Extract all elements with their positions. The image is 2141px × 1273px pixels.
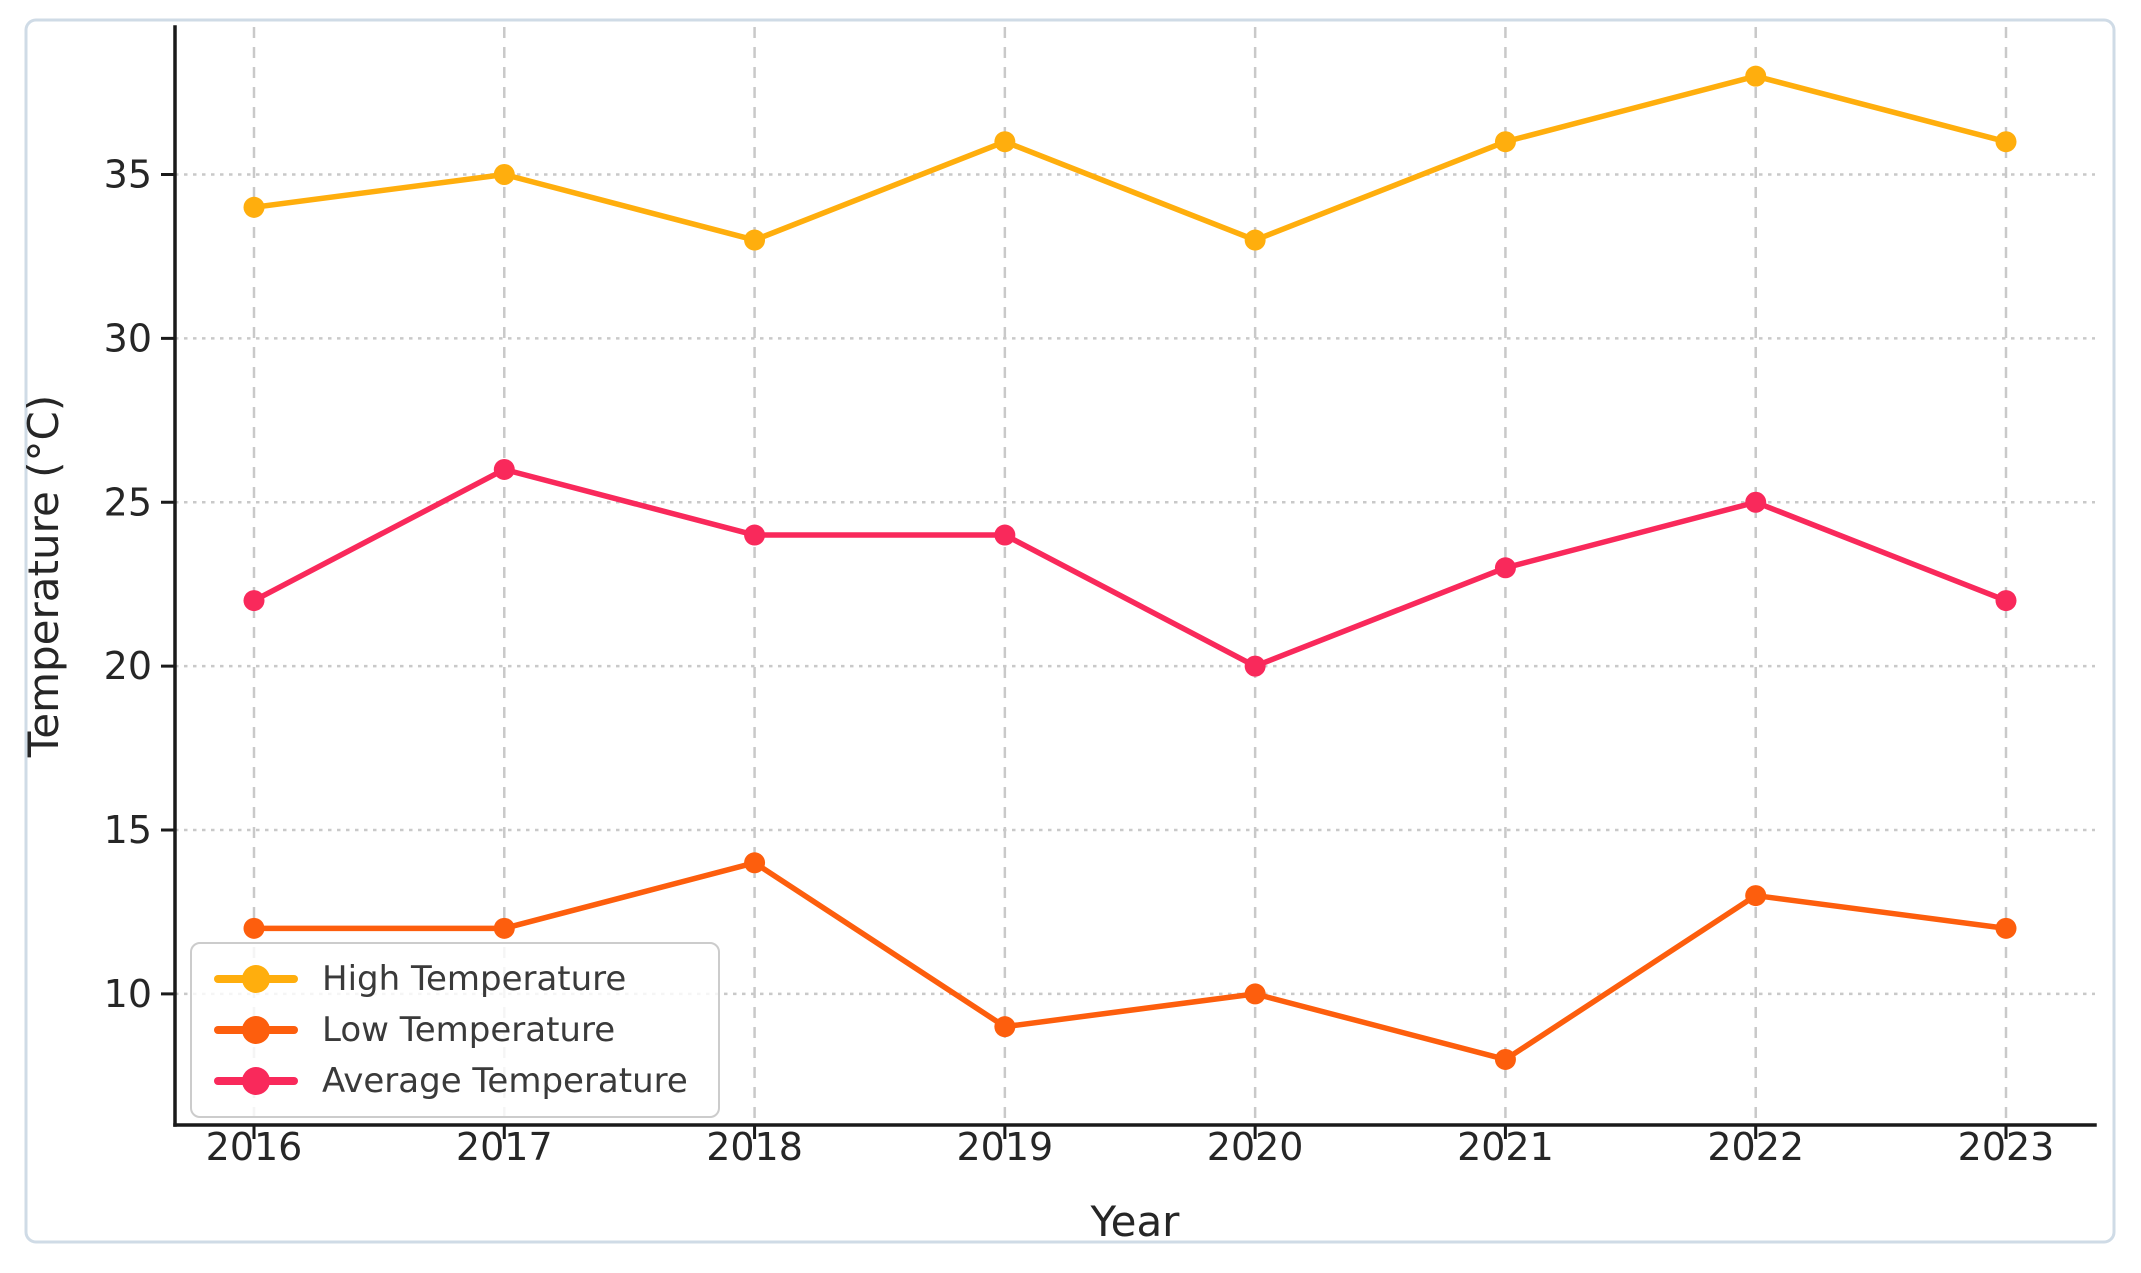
x-tick-label-2022: 2022 [1707, 1125, 1804, 1169]
x-tick-label-2020: 2020 [1207, 1125, 1304, 1169]
x-tick-label-2019: 2019 [956, 1125, 1053, 1169]
low-temperature-line [251, 860, 2009, 1063]
x-tick-label-2017: 2017 [456, 1125, 553, 1169]
low-temperature-legend-label: Low Temperature [322, 1010, 616, 1050]
y-tick-label-30: 30 [104, 316, 152, 360]
figure-border [24, 18, 2116, 1244]
low-temperature-marker-2022 [1745, 885, 1767, 907]
x-tick-label-2018: 2018 [706, 1125, 803, 1169]
average-temperature-marker-2023 [1995, 590, 2017, 612]
x-tick-label-2016: 2016 [206, 1125, 303, 1169]
y-axis-label: Temperature (°C) [19, 395, 68, 759]
high-temperature-marker-2017 [493, 163, 515, 185]
high-temperature-marker-2021 [1494, 131, 1516, 153]
y-tick-label-20: 20 [104, 644, 152, 688]
x-tick-label-2021: 2021 [1457, 1125, 1554, 1169]
high-temperature-marker-2018 [744, 229, 766, 251]
low-temperature-marker-2020 [1244, 983, 1266, 1005]
y-tick-label-35: 35 [104, 152, 152, 196]
average-temperature-line [251, 466, 2009, 669]
high-temperature-legend-swatch [214, 965, 298, 993]
low-temperature-marker-2017 [493, 917, 515, 939]
legend-item-average-temperature: Average Temperature [214, 1062, 688, 1100]
average-temperature-marker-2020 [1244, 655, 1266, 677]
low-temperature-marker-2018 [744, 852, 766, 874]
series-lines [243, 65, 2017, 1070]
average-temperature-legend-marker-icon [242, 1067, 270, 1095]
y-tick-label-25: 25 [104, 480, 152, 524]
average-temperature-legend-swatch [214, 1067, 298, 1095]
axes [161, 25, 2097, 1139]
low-temperature-marker-2023 [1995, 917, 2017, 939]
low-temperature-legend-swatch [214, 1016, 298, 1044]
high-temperature-marker-2022 [1745, 65, 1767, 87]
high-temperature-marker-2023 [1995, 131, 2017, 153]
legend-item-low-temperature: Low Temperature [214, 1011, 688, 1049]
low-temperature-marker-2016 [243, 917, 265, 939]
high-temperature-legend-label: High Temperature [322, 959, 627, 999]
legend: High Temperature Low Temperature Average T… [190, 942, 720, 1118]
high-temperature-marker-2019 [994, 131, 1016, 153]
high-temperature-marker-2016 [243, 196, 265, 218]
average-temperature-marker-2018 [744, 524, 766, 546]
y-tick-label-15: 15 [104, 808, 152, 852]
average-temperature-marker-2016 [243, 590, 265, 612]
average-temperature-marker-2021 [1494, 557, 1516, 579]
x-axis-label: Year [1090, 1197, 1181, 1246]
high-temperature-legend-marker-icon [242, 965, 270, 993]
high-temperature-line [251, 73, 2009, 243]
average-temperature-legend-label: Average Temperature [322, 1061, 688, 1101]
average-temperature-marker-2019 [994, 524, 1016, 546]
y-tick-label-10: 10 [104, 972, 152, 1016]
low-temperature-marker-2021 [1494, 1048, 1516, 1070]
legend-item-high-temperature: High Temperature [214, 960, 688, 998]
x-tick-label-2023: 2023 [1958, 1125, 2055, 1169]
average-temperature-marker-2017 [493, 458, 515, 480]
high-temperature-marker-2020 [1244, 229, 1266, 251]
tick-labels: 2016 2017 2018 2019 2020 2021 2022 2023 10 15 20 25… [104, 152, 2055, 1169]
low-temperature-legend-marker-icon [242, 1016, 270, 1044]
average-temperature-marker-2022 [1745, 491, 1767, 513]
low-temperature-marker-2019 [994, 1016, 1016, 1038]
